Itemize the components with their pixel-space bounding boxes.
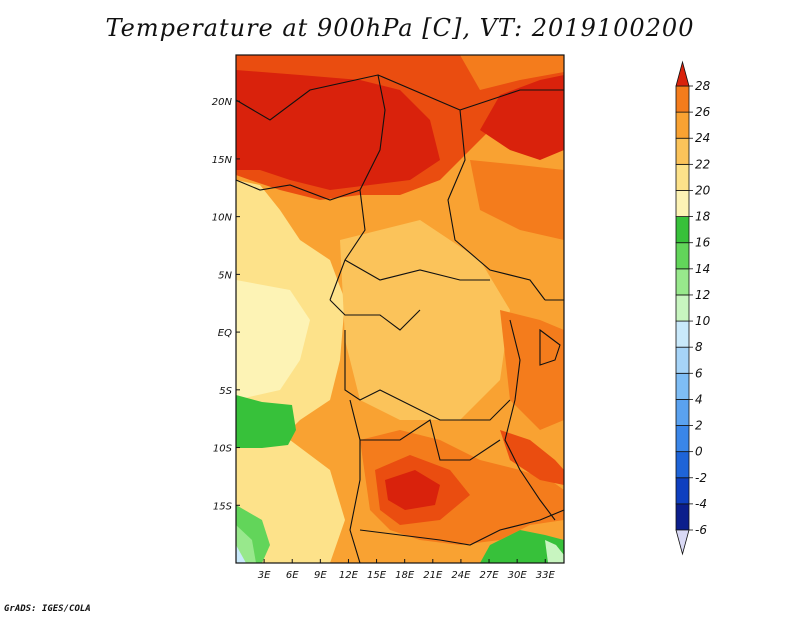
colorbar-segment [675, 425, 690, 453]
border-congo-north [329, 299, 421, 331]
border-car [344, 259, 490, 281]
border-egypt-sudan [459, 89, 564, 111]
colorbar-label: 8 [695, 340, 703, 354]
colorbar-segment [675, 190, 690, 217]
colorbar-label: 28 [695, 79, 711, 93]
colorbar-label: -2 [695, 471, 707, 485]
lon-tick-label: 21E [423, 570, 443, 581]
lat-tick-label: 5S [219, 386, 232, 397]
field-24c-eastafrica [500, 310, 564, 430]
colorbar-label: 26 [695, 105, 711, 119]
map-title: Temperature at 900hPa [C], VT: 201910020… [105, 14, 695, 42]
lat-tick-label: EQ [218, 328, 232, 339]
field-24c-northeast [460, 55, 564, 90]
lon-tick-label: 33E [536, 570, 556, 581]
field-24c-east [470, 160, 564, 240]
colorbar-segment [675, 346, 690, 374]
colorbar-label: 20 [695, 183, 711, 197]
colorbar-segment [675, 320, 690, 348]
field-8c-southeast [545, 540, 564, 563]
colorbar-segment [675, 477, 690, 505]
temperature-field [236, 55, 564, 563]
latitude-axis: 20N 15N 10N 5N EQ 5S 10S 15S [212, 97, 240, 512]
colorbar-segment [675, 372, 690, 400]
colorbar-label: 0 [695, 445, 703, 459]
colorbar-label: 22 [695, 157, 710, 171]
colorbar-over-arrow [675, 60, 690, 87]
field-28c-south [385, 470, 440, 510]
lat-tick-label: 15S [213, 501, 233, 512]
field-10c-corner [236, 525, 256, 563]
border-chad-sudan [377, 74, 546, 301]
border-east-lakes [504, 319, 556, 521]
colorbar-label: 4 [695, 392, 703, 406]
colorbar-label: 2 [695, 419, 703, 433]
colorbar-segment [675, 163, 690, 191]
colorbar-label: -4 [695, 497, 707, 511]
colorbar-label: 12 [695, 288, 710, 302]
colorbar-label: 10 [695, 314, 711, 328]
lat-tick-label: 15N [212, 155, 233, 166]
lat-tick-label: 5N [218, 270, 232, 281]
colorbar-segment [675, 216, 690, 244]
field-26c-southeast [500, 430, 564, 485]
field-6c-corner [236, 545, 246, 563]
colorbar-label: 24 [695, 131, 710, 145]
border-southern [359, 509, 564, 546]
lat-tick-label: 10N [212, 213, 233, 224]
map-frame [235, 54, 565, 564]
colorbar-segment [675, 85, 690, 113]
border-angola-west [349, 399, 361, 563]
grads-credit: GrADS: IGES/COLA [4, 604, 91, 614]
colorbar-segment [675, 399, 690, 426]
colorbar-label: 14 [695, 262, 710, 276]
lon-tick-label: 12E [339, 570, 359, 581]
border-drc [344, 330, 511, 421]
colorbar-segment [675, 294, 690, 322]
colorbar-segment [675, 111, 690, 139]
field-14c-southeast [480, 530, 564, 563]
field-16c-coast [236, 280, 310, 400]
border-angola-zambia [360, 419, 501, 461]
lon-tick-label: 27E [480, 570, 500, 581]
longitude-axis: 3E 6E 9E 12E 15E 18E 21E 24E 27E 30E 33E [258, 559, 556, 581]
field-28c-sahel [236, 70, 440, 190]
country-borders [236, 74, 564, 563]
colorbar-under-arrow [675, 529, 690, 556]
colorbar-label: -6 [695, 523, 707, 537]
colorbar-segment [675, 268, 690, 296]
lat-tick-label: 10S [213, 444, 233, 455]
lake-victoria [539, 328, 561, 366]
border-west-africa [236, 74, 386, 301]
lon-tick-label: 9E [314, 570, 327, 581]
colorbar-segment [675, 503, 690, 531]
colorbar-segment [675, 451, 690, 479]
colorbar-label: 6 [695, 366, 703, 380]
field-20c-central [340, 220, 510, 420]
lon-tick-label: 15E [367, 570, 387, 581]
border-sahel-line [236, 179, 361, 201]
colorbar-label: 16 [695, 236, 711, 250]
lon-tick-label: 18E [395, 570, 415, 581]
colorbar-segment [675, 137, 690, 165]
lon-tick-label: 30E [508, 570, 528, 581]
colorbar-label: 18 [695, 210, 711, 224]
lon-tick-label: 3E [258, 570, 271, 581]
lon-tick-label: 6E [286, 570, 299, 581]
field-14c-patch [236, 395, 296, 448]
colorbar-segment [675, 242, 690, 270]
lat-tick-label: 20N [212, 97, 233, 108]
lon-tick-label: 24E [451, 570, 471, 581]
